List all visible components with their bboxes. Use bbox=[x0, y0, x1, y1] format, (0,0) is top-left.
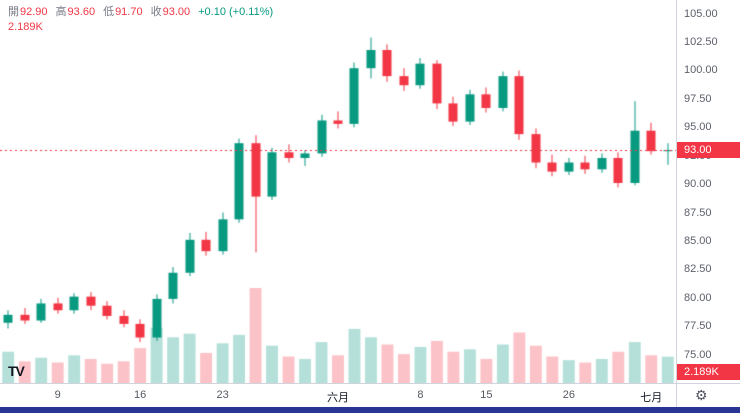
ohlc-low: 低91.70 bbox=[103, 5, 143, 19]
open-value: 92.90 bbox=[20, 6, 48, 18]
price-tick-label: 82.50 bbox=[684, 263, 712, 276]
price-tick-label: 102.50 bbox=[684, 36, 718, 49]
price-tick-label: 95.00 bbox=[684, 121, 712, 134]
price-tick-label: 75.00 bbox=[684, 348, 712, 361]
time-axis-label: 9 bbox=[54, 389, 61, 401]
time-axis[interactable]: 9 16 23 六月 8 15 26 七月 bbox=[0, 383, 676, 407]
volume-legend: 2.189K bbox=[8, 21, 43, 33]
ohlc-legend: 開92.90 高93.60 低91.70 收93.00 +0.10 (+0.11… bbox=[8, 5, 273, 19]
time-axis-label: 8 bbox=[417, 389, 424, 401]
settings-gear-icon[interactable]: ⚙ bbox=[695, 387, 708, 403]
ohlc-close: 收93.00 bbox=[151, 5, 191, 19]
time-axis-label: 16 bbox=[134, 389, 147, 401]
time-axis-label: 23 bbox=[216, 389, 229, 401]
price-tick-label: 77.50 bbox=[684, 320, 712, 333]
time-axis-label: 六月 bbox=[327, 392, 349, 404]
price-tick-label: 97.50 bbox=[684, 92, 712, 105]
price-tick-label: 87.50 bbox=[684, 206, 712, 219]
close-label: 收 bbox=[150, 6, 162, 18]
price-tick-label: 90.00 bbox=[684, 178, 712, 191]
low-label: 低 bbox=[103, 6, 115, 18]
open-label: 開 bbox=[8, 6, 19, 18]
price-tick-label: 85.00 bbox=[684, 234, 712, 247]
time-axis-label: 七月 bbox=[640, 392, 663, 404]
axis-corner: ⚙ bbox=[676, 383, 740, 407]
volume-badge: 2.189K bbox=[677, 364, 740, 380]
high-label: 高 bbox=[55, 6, 67, 18]
candlestick-chart-canvas[interactable] bbox=[0, 0, 676, 383]
bottom-accent-bar bbox=[0, 407, 740, 413]
chart-plot-area[interactable]: 開92.90 高93.60 低91.70 收93.00 +0.10 (+0.11… bbox=[0, 0, 676, 383]
close-value: 93.00 bbox=[162, 6, 191, 18]
high-value: 93.60 bbox=[67, 6, 96, 18]
time-axis-label: 26 bbox=[562, 389, 575, 401]
current-price-badge: 93.00 bbox=[677, 142, 740, 159]
low-value: 91.70 bbox=[115, 6, 143, 18]
price-tick-label: 80.00 bbox=[684, 291, 712, 304]
price-tick-label: 100.00 bbox=[684, 64, 718, 77]
ohlc-open: 開92.90 bbox=[8, 5, 48, 19]
time-axis-label: 15 bbox=[480, 389, 493, 401]
price-axis[interactable]: 93.00 2.189K 105.00 102.50 100.00 97.50 95.0… bbox=[676, 0, 740, 383]
price-tick-label: 105.00 bbox=[684, 7, 718, 20]
change-value: +0.10 (+0.11%) bbox=[198, 6, 274, 18]
tradingview-logo[interactable]: TV bbox=[8, 363, 25, 379]
ohlc-high: 高93.60 bbox=[56, 5, 96, 19]
